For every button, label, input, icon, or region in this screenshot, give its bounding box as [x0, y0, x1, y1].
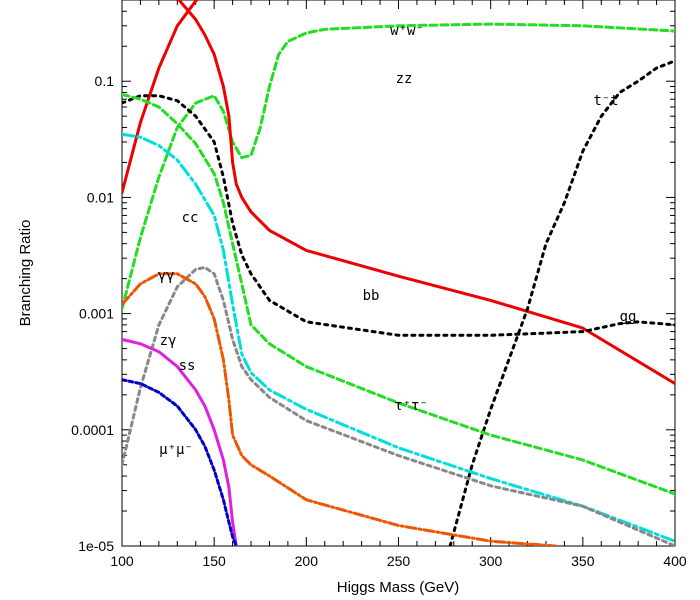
curve-label: γγ	[158, 268, 175, 284]
y-axis-label: Branching Ratio	[17, 220, 34, 327]
x-tick-label: 350	[571, 553, 595, 569]
curve-tau-tau-	[122, 92, 675, 496]
curve-label: μ⁺μ⁻	[159, 442, 193, 458]
y-tick-label: 1e-05	[78, 538, 114, 554]
x-tick-label: 200	[295, 553, 319, 569]
y-tick-label: 0.01	[87, 189, 114, 205]
curve-label: ss	[179, 358, 196, 374]
axis-ticks: 100 150 200 250 300 350 400 1e-05 0.0001 0.001 0.0…	[71, 0, 687, 569]
y-tick-label: 0.0001	[71, 422, 114, 438]
curve-label: zγ	[160, 333, 177, 349]
y-tick-label: 0.001	[79, 306, 114, 322]
curve-label: zz	[396, 71, 413, 87]
x-axis-label: Higgs Mass (GeV)	[337, 579, 460, 596]
curve-gg	[122, 94, 675, 337]
curve-label: τ⁺τ⁻	[394, 398, 428, 414]
curve-zz	[122, 22, 675, 311]
curve-labels: w⁺w⁻ zz bb t⁻t gg cc τ⁺τ⁻ zγ γγ ss μ⁺μ⁻	[158, 23, 637, 458]
curve-label: gg	[620, 309, 637, 325]
x-tick-label: 300	[479, 553, 503, 569]
curve-label: bb	[363, 288, 380, 304]
y-tick-label: 0.1	[95, 73, 115, 89]
curve-t-tbar	[448, 59, 675, 546]
x-tick-label: 100	[110, 553, 134, 569]
curve-z-gamma	[122, 265, 675, 546]
curve-c-cbar	[122, 132, 675, 543]
curve-b-bbar	[177, 0, 675, 386]
curve-mu-mu-	[122, 378, 238, 546]
curve-label: cc	[182, 210, 199, 226]
curve-s-sbar	[122, 337, 238, 546]
curve-w-w-	[122, 0, 199, 195]
curves	[122, 0, 675, 546]
curve-label: w⁺w⁻	[390, 23, 424, 39]
x-tick-label: 250	[387, 553, 411, 569]
curve-label: t⁻t	[593, 93, 618, 109]
x-tick-label: 150	[202, 553, 226, 569]
x-tick-label: 400	[663, 553, 687, 569]
curve-gamma-gamma	[122, 272, 557, 546]
